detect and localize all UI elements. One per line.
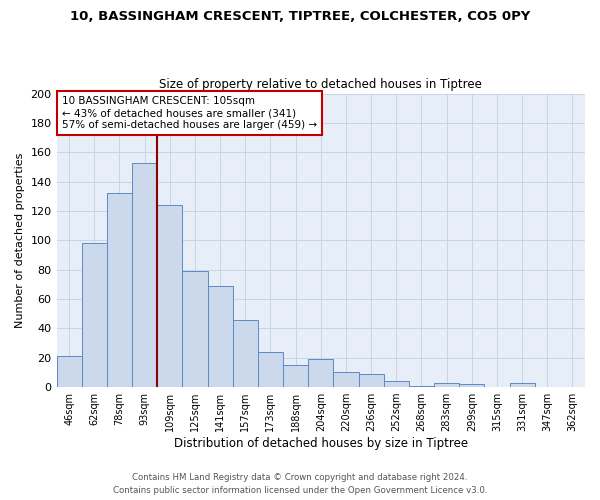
Bar [283,365,308,387]
Bar [334,372,359,387]
Bar [434,382,459,387]
Bar [509,382,535,387]
Bar [459,384,484,387]
Bar [182,271,208,387]
Bar [359,374,383,387]
Bar [233,320,258,387]
Bar [308,359,334,387]
Title: Size of property relative to detached houses in Tiptree: Size of property relative to detached ho… [160,78,482,91]
Bar [258,352,283,387]
Bar [383,381,409,387]
Bar [107,194,132,387]
Bar [132,162,157,387]
Y-axis label: Number of detached properties: Number of detached properties [15,152,25,328]
Bar [208,286,233,387]
Text: Contains HM Land Registry data © Crown copyright and database right 2024.
Contai: Contains HM Land Registry data © Crown c… [113,474,487,495]
Text: 10, BASSINGHAM CRESCENT, TIPTREE, COLCHESTER, CO5 0PY: 10, BASSINGHAM CRESCENT, TIPTREE, COLCHE… [70,10,530,23]
Bar [409,386,434,387]
Text: 10 BASSINGHAM CRESCENT: 105sqm
← 43% of detached houses are smaller (341)
57% of: 10 BASSINGHAM CRESCENT: 105sqm ← 43% of … [62,96,317,130]
Bar [56,356,82,387]
Bar [82,244,107,387]
Bar [157,205,182,387]
X-axis label: Distribution of detached houses by size in Tiptree: Distribution of detached houses by size … [174,437,468,450]
